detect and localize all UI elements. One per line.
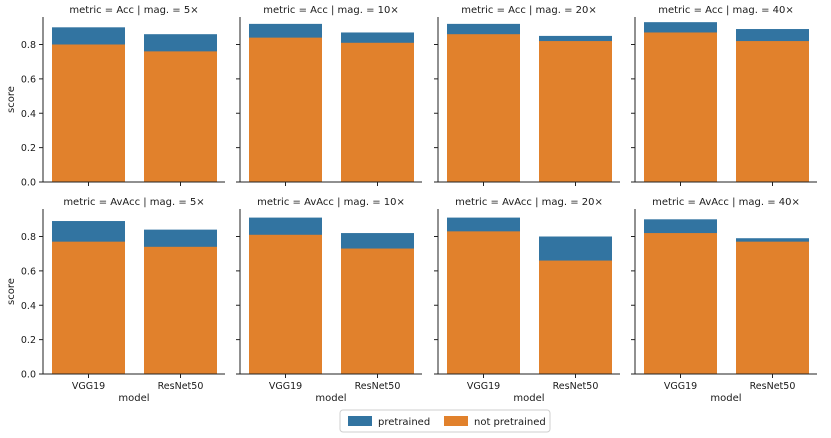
bar-not-pretrained-resnet50 <box>736 241 809 374</box>
y-tick-label: 0.2 <box>21 335 36 346</box>
x-tick-label: ResNet50 <box>355 381 401 392</box>
x-tick-label: VGG19 <box>269 381 302 392</box>
panel-title: metric = AvAcc | mag. = 10× <box>257 197 405 208</box>
bar-not-pretrained-resnet50 <box>341 42 414 182</box>
y-tick-label: 0.4 <box>21 109 36 120</box>
x-tick-label: ResNet50 <box>158 381 204 392</box>
y-tick-label: 0.0 <box>21 178 36 189</box>
x-axis-label: model <box>118 393 149 404</box>
bar-not-pretrained-vgg19 <box>249 234 322 374</box>
bar-not-pretrained-resnet50 <box>539 260 612 374</box>
bar-not-pretrained-vgg19 <box>249 37 322 182</box>
panel-title: metric = AvAcc | mag. = 20× <box>455 197 603 208</box>
y-axis-label: score <box>6 278 17 305</box>
y-tick-label: 0.8 <box>21 232 36 243</box>
bar-not-pretrained-vgg19 <box>52 241 125 374</box>
bar-not-pretrained-vgg19 <box>644 32 717 182</box>
x-tick-label: VGG19 <box>664 381 697 392</box>
legend-label-pretrained: pretrained <box>378 417 430 428</box>
panel-title: metric = Acc | mag. = 20× <box>461 5 597 16</box>
x-axis-label: model <box>513 393 544 404</box>
bar-not-pretrained-resnet50 <box>539 41 612 182</box>
panel-title: metric = AvAcc | mag. = 40× <box>652 197 800 208</box>
legend-label-not-pretrained: not pretrained <box>474 417 546 428</box>
bar-not-pretrained-vgg19 <box>447 34 520 182</box>
bar-not-pretrained-vgg19 <box>447 231 520 374</box>
x-tick-label: VGG19 <box>72 381 105 392</box>
legend-swatch-pretrained <box>348 416 372 426</box>
y-axis-label: score <box>6 86 17 113</box>
x-tick-label: ResNet50 <box>750 381 796 392</box>
y-tick-label: 0.6 <box>21 266 36 277</box>
legend-swatch-not-pretrained <box>444 416 468 426</box>
y-tick-label: 0.4 <box>21 301 36 312</box>
bar-not-pretrained-vgg19 <box>52 44 125 182</box>
bar-not-pretrained-resnet50 <box>144 246 217 374</box>
bar-not-pretrained-resnet50 <box>736 41 809 182</box>
x-axis-label: model <box>315 393 346 404</box>
panel-title: metric = Acc | mag. = 5× <box>69 5 198 16</box>
y-tick-label: 0.8 <box>21 40 36 51</box>
y-tick-label: 0.6 <box>21 74 36 85</box>
x-tick-label: ResNet50 <box>553 381 599 392</box>
y-tick-label: 0.0 <box>21 370 36 381</box>
x-axis-label: model <box>710 393 741 404</box>
panel-title: metric = Acc | mag. = 10× <box>263 5 399 16</box>
panel-title: metric = Acc | mag. = 40× <box>658 5 794 16</box>
panel-title: metric = AvAcc | mag. = 5× <box>63 197 204 208</box>
x-tick-label: VGG19 <box>467 381 500 392</box>
bar-not-pretrained-vgg19 <box>644 233 717 374</box>
y-tick-label: 0.2 <box>21 143 36 154</box>
bar-not-pretrained-resnet50 <box>144 51 217 182</box>
bar-not-pretrained-resnet50 <box>341 248 414 374</box>
